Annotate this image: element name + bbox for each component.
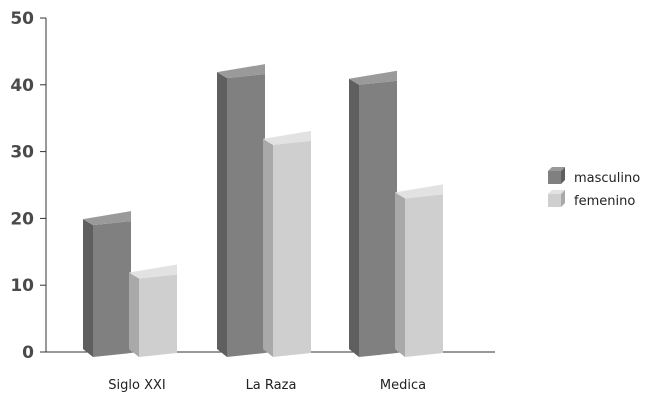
bar-femenino-medica <box>395 184 443 357</box>
bar-front-face <box>359 80 397 358</box>
bar-front-face <box>227 74 265 358</box>
bar-front-face <box>93 221 131 357</box>
y-tick-label: 20 <box>10 209 34 229</box>
bar-top-face <box>217 64 265 79</box>
y-tick-label: 40 <box>10 76 34 96</box>
bar-femenino-siglo-xxi <box>129 264 177 357</box>
legend-swatch-femenino-side <box>561 190 565 207</box>
x-axis-labels: Siglo XXI La Raza Medica <box>108 378 426 393</box>
y-tick-label: 50 <box>10 9 34 29</box>
bar-masculino-medica <box>349 70 397 358</box>
bar-top-face <box>83 211 131 226</box>
y-tick-label: 10 <box>10 276 34 296</box>
legend-swatch-masculino-side <box>561 167 565 184</box>
legend-swatch-femenino <box>548 194 561 207</box>
bar-side-face <box>349 78 359 358</box>
bar-front-face <box>273 140 311 357</box>
legend-label-masculino: masculino <box>574 171 640 186</box>
bar-masculino-la-raza <box>217 64 265 358</box>
legend-item-masculino: masculino <box>548 167 640 186</box>
bar-marks <box>83 64 443 358</box>
x-category-label: Medica <box>380 378 426 393</box>
bar-front-face <box>405 194 443 357</box>
bar-top-face <box>395 184 443 199</box>
legend-swatch-femenino-top <box>548 190 565 194</box>
legend-swatch-masculino <box>548 171 561 184</box>
legend: masculino femenino <box>548 167 640 209</box>
bar-top-face <box>349 70 397 85</box>
bar-femenino-la-raza <box>263 130 311 357</box>
bar-side-face <box>129 272 139 357</box>
legend-label-femenino: femenino <box>574 194 635 209</box>
bar-front-face <box>139 274 177 357</box>
bar-masculino-siglo-xxi <box>83 211 131 357</box>
x-category-label: Siglo XXI <box>108 378 165 393</box>
bar-side-face <box>83 219 93 357</box>
bar-side-face <box>395 192 405 357</box>
bar-side-face <box>263 138 273 357</box>
y-axis-ticks: 0 10 20 30 40 50 <box>10 9 46 363</box>
legend-swatch-masculino-top <box>548 167 565 171</box>
legend-item-femenino: femenino <box>548 190 635 209</box>
bar-side-face <box>217 72 227 358</box>
x-category-label: La Raza <box>246 378 297 393</box>
bar-top-face <box>263 130 311 145</box>
y-tick-label: 0 <box>22 343 34 363</box>
y-tick-label: 30 <box>10 143 34 163</box>
bar-top-face <box>129 264 177 279</box>
